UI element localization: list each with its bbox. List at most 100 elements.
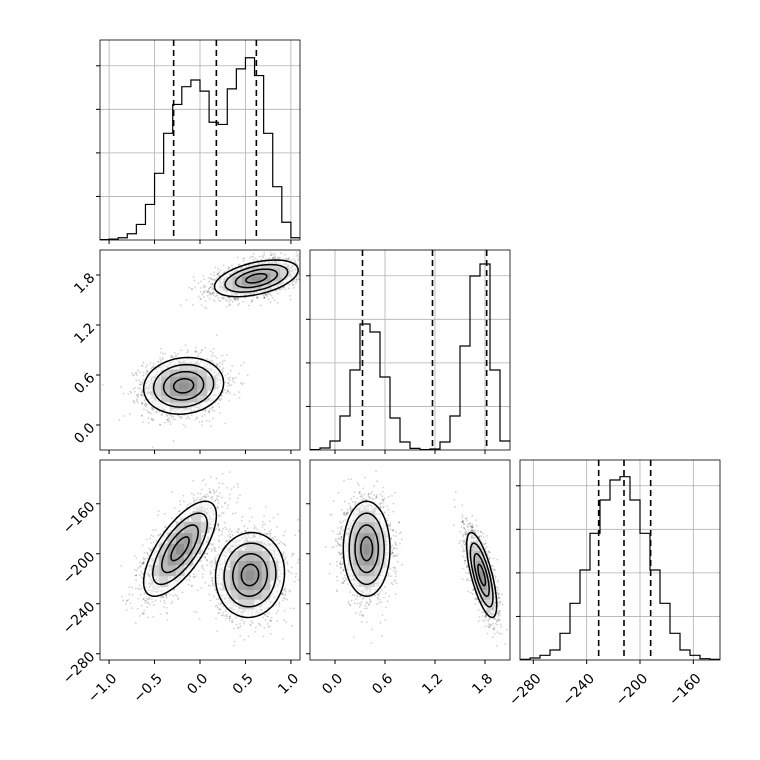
scatter-x-y-point xyxy=(138,379,140,382)
scatter-x-y-point xyxy=(229,303,231,306)
scatter-x-y-point xyxy=(263,296,266,299)
scatter-x-y-point xyxy=(147,417,150,419)
scatter-x-y-point xyxy=(162,352,164,355)
scatter-x-y-point xyxy=(251,300,254,302)
scatter-x-y-point xyxy=(196,355,199,358)
scatter-x-y-point xyxy=(277,292,279,295)
scatter-x-y-point xyxy=(212,362,215,365)
scatter-x-z-point xyxy=(165,596,168,599)
scatter-x-z-point xyxy=(122,599,125,602)
scatter-x-y-point xyxy=(267,298,270,301)
hist-y-bar xyxy=(500,441,510,450)
scatter-x-y-point xyxy=(301,260,303,262)
scatter-x-y-point xyxy=(317,261,319,263)
scatter-x-y-point xyxy=(202,291,205,293)
scatter-x-y-point xyxy=(202,291,205,294)
scatter-x-y-point xyxy=(130,391,132,394)
scatter-x-y-point xyxy=(160,361,162,364)
scatter-x-y-contour xyxy=(234,268,279,289)
scatter-x-y-point xyxy=(246,374,249,377)
scatter-x-y-point xyxy=(135,379,138,382)
scatter-x-y-point xyxy=(174,418,176,421)
scatter-x-y-point xyxy=(186,349,189,352)
scatter-x-z-point xyxy=(142,561,145,564)
scatter-x-y-point xyxy=(180,416,183,418)
scatter-x-y-point xyxy=(165,414,168,416)
scatter-x-y-point xyxy=(234,298,237,301)
scatter-x-y-point xyxy=(184,425,187,428)
scatter-x-y-contour xyxy=(213,259,299,298)
scatter-x-y-point xyxy=(273,255,276,257)
scatter-x-y-point xyxy=(256,296,259,299)
scatter-x-z-point xyxy=(145,599,147,602)
scatter-x-y-contour xyxy=(162,370,205,401)
scatter-x-y-point xyxy=(238,391,241,394)
hist-x-bar xyxy=(136,224,145,240)
scatter-x-z-point xyxy=(209,475,212,478)
scatter-x-y-point xyxy=(242,300,245,303)
scatter-x-y-point xyxy=(177,352,179,355)
scatter-x-y-point xyxy=(227,381,230,384)
scatter-x-y-point xyxy=(168,413,171,416)
scatter-x-y-point xyxy=(222,367,225,370)
scatter-x-y-point xyxy=(200,298,202,301)
scatter-x-y-point xyxy=(194,346,197,349)
scatter-x-y-point xyxy=(136,399,139,402)
scatter-x-y-point xyxy=(200,349,203,352)
scatter-x-z-point xyxy=(154,599,157,602)
scatter-x-y-point xyxy=(218,299,220,302)
scatter-x-z-point xyxy=(126,600,128,602)
scatter-x-y-point xyxy=(227,268,230,271)
scatter-x-y-point xyxy=(242,382,245,385)
scatter-x-y-point xyxy=(234,297,237,300)
hist-x-bar xyxy=(164,133,173,240)
scatter-x-y-point xyxy=(139,394,142,396)
scatter-x-y-point xyxy=(230,299,232,302)
scatter-x-y-point xyxy=(150,412,152,415)
scatter-x-y-point xyxy=(211,409,214,412)
scatter-x-y-point xyxy=(167,420,169,423)
scatter-x-y-point xyxy=(232,377,234,380)
scatter-x-y-point xyxy=(302,262,304,264)
scatter-x-y-point xyxy=(224,374,227,377)
scatter-x-z-point xyxy=(192,479,195,482)
scatter-x-y-point xyxy=(271,257,274,260)
scatter-x-y-point xyxy=(133,402,136,404)
scatter-x-y-point xyxy=(211,292,214,295)
scatter-x-y-point xyxy=(185,298,188,301)
scatter-x-y-point xyxy=(201,293,203,296)
scatter-x-y-point xyxy=(302,273,304,275)
scatter-x-y-point xyxy=(288,295,291,297)
scatter-x-y-point xyxy=(161,356,164,359)
scatter-x-y-point xyxy=(259,304,262,307)
scatter-x-y-point xyxy=(256,296,259,299)
scatter-x-y-point xyxy=(269,293,272,296)
scatter-x-y-point xyxy=(213,278,215,281)
scatter-x-y-point xyxy=(172,418,174,421)
scatter-x-y-point xyxy=(263,296,266,299)
scatter-x-y-point xyxy=(279,256,281,259)
scatter-x-y-point xyxy=(188,286,191,289)
scatter-x-y-point xyxy=(137,395,140,398)
scatter-x-y-point xyxy=(280,252,282,255)
scatter-x-y-point xyxy=(216,362,218,365)
scatter-x-y-point xyxy=(209,286,212,289)
scatter-x-y-point xyxy=(141,421,144,424)
scatter-x-z-point xyxy=(209,542,212,545)
scatter-x-y-point xyxy=(303,261,305,263)
scatter-x-y-point xyxy=(208,280,211,283)
scatter-x-y-point xyxy=(228,296,230,299)
scatter-x-y-point xyxy=(217,268,220,270)
scatter-x-y-point xyxy=(213,291,216,294)
scatter-x-z-point xyxy=(125,609,128,612)
scatter-x-y-point xyxy=(145,366,147,369)
scatter-x-y-point xyxy=(173,352,176,354)
scatter-x-y-point xyxy=(230,384,233,387)
scatter-x-y-point xyxy=(233,297,236,300)
scatter-x-y-point xyxy=(229,392,232,395)
scatter-x-y-point xyxy=(123,415,126,417)
scatter-x-y-point xyxy=(298,271,300,274)
scatter-x-y-point xyxy=(186,352,188,354)
scatter-x-y-point xyxy=(214,401,217,404)
